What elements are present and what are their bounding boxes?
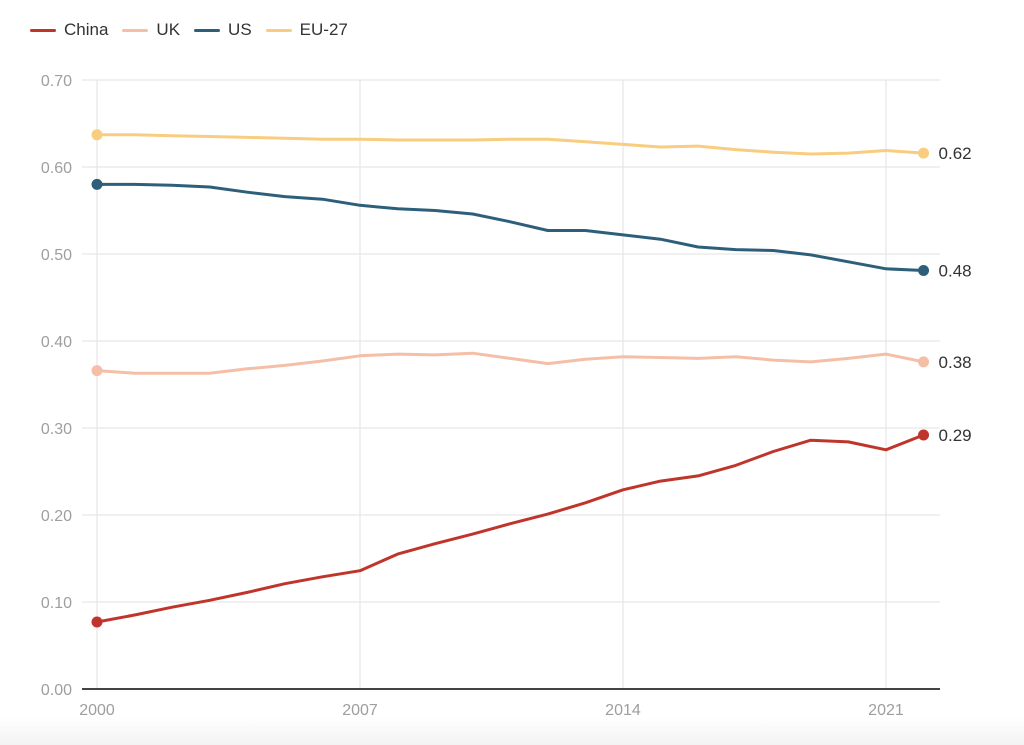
end-labels: 0.29 0.38 0.48 0.62 bbox=[939, 144, 972, 445]
chart-legend: China UK US EU-27 bbox=[30, 20, 362, 40]
y-tick-label: 0.00 bbox=[41, 682, 72, 699]
x-tick-label: 2021 bbox=[868, 702, 904, 719]
y-tick-label: 0.70 bbox=[41, 73, 72, 90]
end-point-china[interactable] bbox=[918, 429, 930, 441]
end-label-china: 0.29 bbox=[939, 426, 972, 445]
x-axis-ticks: 2000 2007 2014 2021 bbox=[79, 702, 904, 719]
legend-label-uk: UK bbox=[156, 20, 181, 39]
x-tick-label: 2007 bbox=[342, 702, 378, 719]
start-point-china[interactable] bbox=[91, 616, 103, 628]
legend-label-china: China bbox=[64, 20, 109, 39]
x-tick-label: 2000 bbox=[79, 702, 115, 719]
y-tick-label: 0.40 bbox=[41, 334, 72, 351]
end-label-uk: 0.38 bbox=[939, 353, 972, 372]
y-tick-label: 0.20 bbox=[41, 508, 72, 525]
legend-swatch-china bbox=[30, 28, 56, 32]
series-line-uk[interactable] bbox=[95, 351, 925, 375]
start-point-uk[interactable] bbox=[91, 365, 103, 377]
series-line-eu27[interactable] bbox=[95, 133, 925, 156]
series-line-us[interactable] bbox=[95, 182, 925, 272]
y-tick-label: 0.50 bbox=[41, 247, 72, 264]
legend-item-eu27[interactable]: EU-27 bbox=[265, 20, 348, 40]
end-point-us[interactable] bbox=[918, 265, 930, 277]
end-point-uk[interactable] bbox=[918, 356, 930, 368]
legend-label-eu27: EU-27 bbox=[299, 20, 348, 39]
legend-swatch-eu27 bbox=[265, 28, 292, 32]
end-label-eu27: 0.62 bbox=[939, 144, 972, 163]
x-tick-label: 2014 bbox=[605, 702, 641, 719]
bottom-fade bbox=[0, 717, 1024, 745]
y-tick-label: 0.60 bbox=[41, 160, 72, 177]
series-line-china[interactable] bbox=[95, 433, 925, 624]
legend-item-uk[interactable]: UK bbox=[122, 20, 180, 40]
y-axis-ticks: 0.00 0.10 0.20 0.30 0.40 0.50 0.60 0.70 bbox=[41, 73, 72, 699]
legend-swatch-us bbox=[194, 28, 221, 32]
y-tick-label: 0.10 bbox=[41, 595, 72, 612]
gridlines bbox=[82, 79, 940, 690]
end-point-eu27[interactable] bbox=[918, 147, 930, 159]
start-point-us[interactable] bbox=[91, 178, 103, 190]
y-tick-label: 0.30 bbox=[41, 421, 72, 438]
series-lines bbox=[91, 129, 930, 628]
legend-item-us[interactable]: US bbox=[194, 20, 252, 40]
start-point-eu27[interactable] bbox=[91, 129, 103, 141]
legend-label-us: US bbox=[228, 20, 252, 39]
legend-swatch-uk bbox=[122, 28, 149, 32]
legend-item-china[interactable]: China bbox=[30, 20, 108, 40]
end-label-us: 0.48 bbox=[939, 262, 972, 281]
